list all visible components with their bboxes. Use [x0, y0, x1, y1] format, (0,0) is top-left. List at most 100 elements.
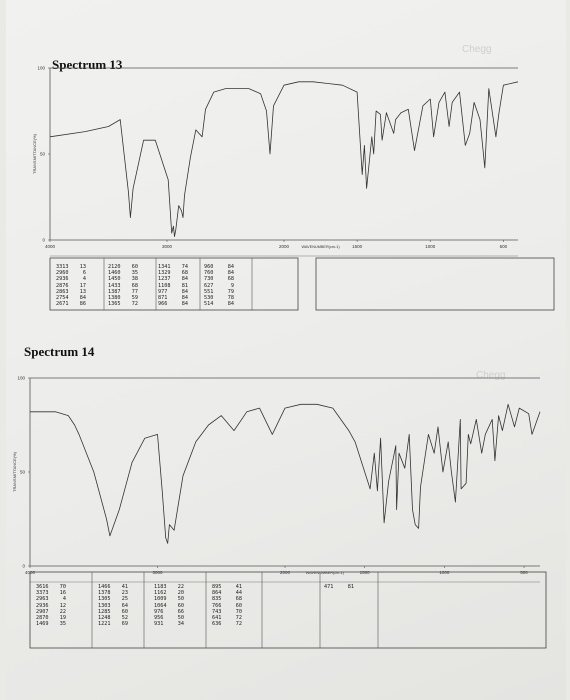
peak-transmittance: 20 — [177, 590, 184, 597]
peak-transmittance: 35 — [131, 270, 138, 277]
peak-table-column: 1341 74 1329 68 1237 84 1108 81 977 84 871 84 966 84 — [158, 264, 188, 307]
peak-transmittance: 4 — [62, 596, 66, 603]
peak-table-row: 1305 25 — [98, 596, 128, 602]
peak-table-column: 471 81 — [324, 584, 354, 590]
peak-wavenumber: 2936 — [56, 276, 69, 283]
peak-transmittance: 60 — [121, 608, 128, 615]
y-tick-label: 50 — [20, 470, 26, 475]
peak-transmittance: 68 — [227, 276, 234, 283]
y-tick-label: 100 — [37, 66, 45, 71]
peak-transmittance: 84 — [181, 301, 188, 308]
y-tick-label: 0 — [22, 564, 25, 569]
peak-table-row: 641 72 — [212, 615, 242, 621]
peak-transmittance: 72 — [235, 614, 242, 621]
peak-wavenumber: 956 — [154, 614, 164, 621]
peak-table-row: 871 84 — [158, 295, 188, 301]
peak-table-row: 760 84 — [204, 270, 234, 276]
peak-table-row: 627 9 — [204, 283, 234, 289]
peak-transmittance: 41 — [235, 584, 242, 590]
peak-table-row: 1433 68 — [108, 283, 138, 289]
peak-wavenumber: 1365 — [108, 301, 121, 308]
peak-transmittance: 23 — [121, 590, 128, 597]
peak-table-row: 2870 19 — [36, 615, 66, 621]
peak-transmittance: 35 — [59, 621, 66, 628]
peak-table-row: 931 34 — [154, 621, 184, 627]
peak-transmittance: 84 — [227, 301, 234, 308]
peak-transmittance: 60 — [131, 264, 138, 270]
y-tick-label: 100 — [17, 376, 25, 381]
y-tick-label: 0 — [42, 238, 45, 243]
peak-wavenumber: 1221 — [98, 621, 111, 628]
peak-wavenumber: 977 — [158, 288, 168, 295]
side-frame — [315, 257, 555, 311]
peak-transmittance: 79 — [227, 288, 234, 295]
peak-table-column: 1183 22 1162 20 1009 50 1064 60 976 66 956 50 931 34 — [154, 584, 184, 627]
peak-wavenumber: 1378 — [98, 590, 111, 597]
peak-transmittance: 69 — [121, 621, 128, 628]
peak-table-column: 2120 60 1460 35 1450 38 1433 68 1387 77 1380 59 1365… — [108, 264, 138, 307]
x-axis-label: WAVENUMBER(cm-1) — [306, 571, 345, 575]
peak-wavenumber: 1305 — [98, 596, 111, 603]
peak-transmittance: 17 — [79, 282, 86, 289]
peak-table-row: 1365 72 — [108, 301, 138, 307]
peak-table-row: 1064 60 — [154, 603, 184, 609]
y-tick-label: 50 — [40, 152, 46, 157]
peak-table-row: 2960 6 — [56, 270, 86, 276]
peak-transmittance: 22 — [59, 608, 66, 615]
spectrum-line — [49, 81, 519, 237]
peak-table-row: 730 68 — [204, 276, 234, 282]
peak-wavenumber: 2960 — [56, 270, 69, 277]
peak-transmittance: 84 — [181, 276, 188, 283]
peak-wavenumber: 931 — [154, 621, 164, 628]
peak-wavenumber: 1248 — [98, 614, 111, 621]
x-tick-label: 3000 — [162, 244, 173, 249]
peak-transmittance: 12 — [59, 602, 66, 609]
peak-transmittance: 84 — [227, 264, 234, 270]
peak-table-column: 3616 70 3373 16 2963 4 2936 12 2907 22 2870 19 1469 3… — [36, 584, 66, 627]
peak-table-row: 3313 13 — [56, 264, 86, 270]
peak-table-column: 3313 13 2960 6 2936 4 2876 17 2863 13 2754 84 2671 86 — [56, 264, 86, 307]
spectrum-14-title: Spectrum 14 — [24, 344, 95, 359]
peak-wavenumber: 2907 — [36, 608, 49, 615]
peak-wavenumber: 2963 — [36, 596, 49, 603]
peak-transmittance: 68 — [235, 596, 242, 603]
x-tick-label: 1500 — [360, 570, 371, 575]
peak-transmittance: 60 — [235, 602, 242, 609]
peak-transmittance: 81 — [181, 282, 188, 289]
peak-table-row: 1460 35 — [108, 270, 138, 276]
peak-transmittance: 41 — [121, 584, 128, 590]
peak-transmittance: 74 — [181, 264, 188, 270]
peak-transmittance: 44 — [235, 590, 242, 597]
peak-table-row: 2936 12 — [36, 603, 66, 609]
peak-wavenumber: 976 — [154, 608, 164, 615]
peak-table-row: 743 70 — [212, 609, 242, 615]
y-axis-label: TRANSMITTANCE(%) — [12, 451, 17, 492]
peak-transmittance: 50 — [177, 614, 184, 621]
peak-transmittance: 77 — [131, 288, 138, 295]
peak-transmittance: 38 — [131, 276, 138, 283]
peak-table-row: 1387 77 — [108, 289, 138, 295]
peak-table-row: 471 81 — [324, 584, 354, 590]
peak-wavenumber: 2936 — [36, 602, 49, 609]
peak-wavenumber: 1009 — [154, 596, 167, 603]
peak-table-row: 1341 74 — [158, 264, 188, 270]
peak-transmittance: 9 — [230, 282, 234, 289]
peak-table-row: 1108 81 — [158, 283, 188, 289]
peak-wavenumber: 3616 — [36, 584, 49, 590]
peak-wavenumber: 1108 — [158, 282, 171, 289]
peak-wavenumber: 960 — [204, 264, 214, 270]
peak-table-row: 1009 50 — [154, 596, 184, 602]
peak-transmittance: 22 — [177, 584, 184, 590]
peak-wavenumber: 2754 — [56, 294, 69, 301]
peak-table-row: 1450 38 — [108, 276, 138, 282]
peak-wavenumber: 835 — [212, 596, 222, 603]
peak-transmittance: 59 — [131, 294, 138, 301]
peak-table-row: 1248 52 — [98, 615, 128, 621]
peak-table-row: 530 78 — [204, 295, 234, 301]
peak-table-row: 2863 13 — [56, 289, 86, 295]
peak-table-row: 2936 4 — [56, 276, 86, 282]
peak-table-row: 1380 59 — [108, 295, 138, 301]
peak-transmittance: 78 — [227, 294, 234, 301]
